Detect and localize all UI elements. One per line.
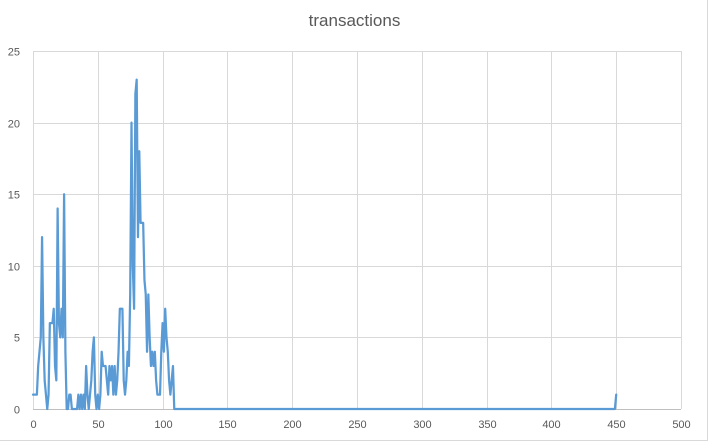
x-tick-label: 500 — [672, 419, 690, 431]
x-tick-label: 0 — [30, 419, 36, 431]
x-tick-label: 450 — [607, 419, 625, 431]
y-tick-labels: 0 5 10 15 20 25 — [8, 47, 20, 417]
series-line-transactions — [31, 78, 618, 411]
x-tick-label: 250 — [348, 419, 366, 431]
y-tick-label: 10 — [8, 262, 20, 274]
x-tick-labels: 0 50 100 150 200 250 300 350 400 450 500 — [30, 419, 690, 431]
x-tick-label: 150 — [218, 419, 236, 431]
y-tick-label: 20 — [8, 119, 20, 131]
y-tick-label: 15 — [8, 190, 20, 202]
chart-title: transactions — [308, 11, 401, 30]
x-tick-label: 300 — [413, 419, 431, 431]
x-tick-label: 400 — [542, 419, 560, 431]
x-tick-label: 200 — [283, 419, 301, 431]
x-tick-label: 50 — [92, 419, 104, 431]
x-tick-label: 100 — [154, 419, 172, 431]
y-tick-label: 5 — [14, 333, 20, 345]
x-tick-label: 350 — [478, 419, 496, 431]
y-tick-label: 0 — [14, 405, 20, 417]
y-tick-label: 25 — [8, 47, 20, 59]
